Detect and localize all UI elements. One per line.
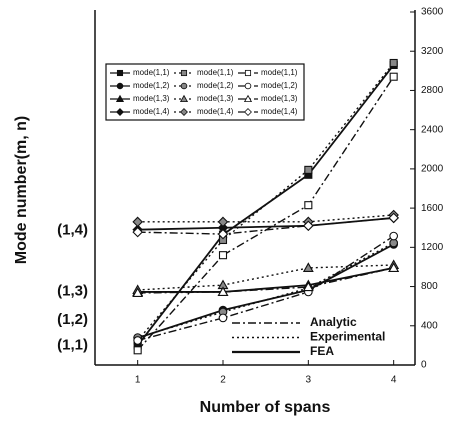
x-tick-label: 2 [220,375,226,386]
marker [133,346,142,355]
marker [244,69,252,77]
series-line [137,62,395,341]
annotation: (1,3) [57,282,88,299]
annotation: (1,2) [57,311,88,328]
y2-tick-label: 3200 [421,46,444,57]
marker [116,69,124,77]
series-line [137,264,394,291]
marker [180,69,188,77]
legend-label: mode(1,4) [261,107,298,116]
annotation: (1,1) [57,336,88,353]
marker [217,228,229,240]
y2-tick-label: 2800 [421,85,444,96]
marker [132,216,143,228]
method-label: Experimental [310,330,385,344]
series-line [137,217,394,235]
marker [217,286,229,296]
legend-label: mode(1,4) [133,107,170,116]
legend-label: mode(1,2) [197,81,234,90]
legend-label: mode(1,2) [133,81,170,90]
marker [115,94,125,103]
annotation: (1,4) [57,222,88,239]
marker [303,220,314,232]
marker [243,94,253,103]
marker [304,165,313,174]
marker [132,226,143,238]
y-axis-label: Mode number(m, n) [13,116,30,264]
marker [389,72,398,81]
legend-box [105,63,305,121]
y2-tick-label: 2000 [421,164,444,175]
marker [180,82,188,90]
marker [133,336,143,345]
series-line [137,267,394,293]
series-line [137,242,394,339]
y2-tick-label: 800 [421,281,438,292]
legend-label: mode(1,3) [197,94,234,103]
legend-label: mode(1,2) [261,81,298,90]
legend-label: mode(1,1) [197,68,234,77]
x-tick-label: 3 [306,375,312,386]
legend-label: mode(1,3) [133,94,170,103]
y2-tick-label: 400 [421,320,438,331]
marker [179,94,189,103]
marker [302,262,314,272]
y2-tick-label: 0 [421,360,427,371]
marker [217,216,229,228]
y2-tick-label: 3600 [421,7,444,18]
series-line [137,235,395,342]
marker [116,108,124,116]
marker [304,201,313,210]
marker [389,231,399,241]
x-tick-label: 4 [391,375,397,386]
marker [388,212,399,224]
method-label: FEA [310,344,334,358]
series-line [137,217,394,231]
x-axis-label: Number of spans [200,399,331,416]
marker [180,108,188,116]
legend-label: mode(1,3) [261,94,298,103]
series-line [137,243,395,339]
series-line [137,267,394,294]
marker [244,108,252,116]
legend-label: mode(1,1) [133,68,170,77]
marker [244,82,252,90]
marker [388,262,400,272]
marker [389,58,398,68]
x-tick-label: 1 [135,375,141,386]
legend-label: mode(1,1) [261,68,298,77]
y2-tick-label: 1200 [421,242,444,253]
marker [302,281,314,292]
marker [116,82,124,90]
method-label: Analytic [310,315,357,329]
marker [132,287,144,297]
legend-label: mode(1,4) [197,107,234,116]
marker [218,251,228,260]
y2-tick-label: 1600 [421,203,444,214]
y2-tick-label: 2400 [421,124,444,135]
marker [218,313,228,323]
